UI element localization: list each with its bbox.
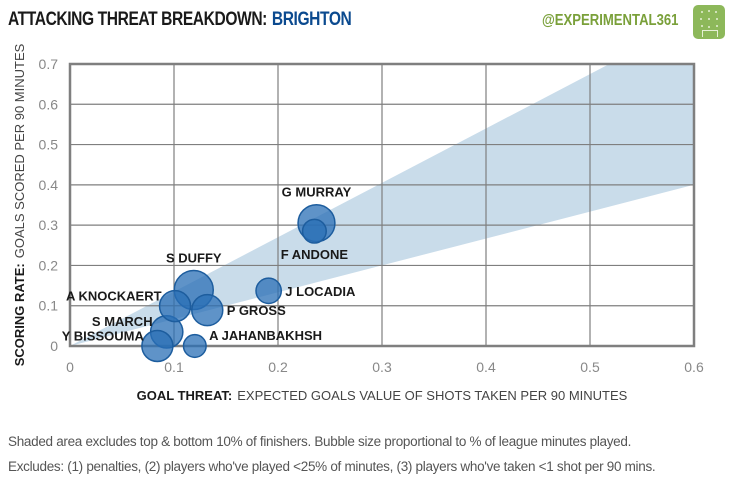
x-axis-label-bold: GOAL THREAT: — [137, 388, 233, 403]
y-tick-label: 0 — [50, 338, 58, 354]
x-tick-label: 0.5 — [580, 359, 600, 375]
point-label: S MARCH — [92, 314, 153, 329]
x-tick-label: 0.3 — [372, 359, 392, 375]
x-axis-label: GOAL THREAT: EXPECTED GOALS VALUE OF SHOT… — [137, 388, 628, 403]
plot-frame — [68, 62, 696, 348]
point-label: Y BISSOUMA — [62, 329, 145, 344]
twitter-handle: @EXPERIMENTAL361 — [541, 12, 678, 29]
bubble-a-jahanbakhsh — [182, 333, 207, 359]
point-label: P GROSS — [227, 303, 286, 318]
football-pitch-icon — [693, 5, 725, 39]
point-label: A KNOCKAERT — [66, 289, 162, 304]
x-tick-label: 0.1 — [164, 359, 184, 375]
chart-title: ATTACKING THREAT BREAKDOWN: BRIGHTON — [8, 9, 352, 31]
y-tick-label: 0.1 — [39, 298, 59, 314]
title-text: ATTACKING THREAT BREAKDOWN: — [8, 9, 267, 30]
footer-note-2: Excludes: (1) penalties, (2) players who… — [8, 459, 656, 474]
y-axis-label-bold: SCORING RATE: — [12, 263, 27, 366]
point-label: J LOCADIA — [285, 284, 356, 299]
bubble-f-andone — [301, 218, 327, 244]
y-tick-label: 0.5 — [39, 137, 59, 153]
y-axis-label-text: GOALS SCORED PER 90 MINUTES — [12, 43, 27, 258]
x-tick-label: 0 — [66, 359, 74, 375]
y-tick-label: 0.4 — [39, 177, 59, 193]
x-axis-label-text: EXPECTED GOALS VALUE OF SHOTS TAKEN PER … — [237, 388, 627, 403]
y-tick-label: 0.3 — [39, 217, 59, 233]
point-label: G MURRAY — [282, 185, 352, 200]
footer-note-1: Shaded area excludes top & bottom 10% of… — [8, 434, 632, 449]
y-tick-label: 0.2 — [39, 257, 59, 273]
bubble-a-knockaert — [158, 289, 192, 323]
point-label: S DUFFY — [166, 251, 222, 266]
point-label: F ANDONE — [281, 247, 349, 262]
bubble-y-bissouma — [141, 329, 174, 363]
bubble-p-gross — [191, 293, 224, 327]
point-label: A JAHANBAKHSH — [209, 328, 322, 343]
x-tick-label: 0.6 — [684, 359, 704, 375]
x-tick-label: 0.4 — [476, 359, 496, 375]
y-axis-label: SCORING RATE: GOALS SCORED PER 90 MINUTES — [12, 43, 27, 366]
y-tick-label: 0.7 — [39, 56, 59, 72]
bubble-j-locadia — [255, 277, 283, 305]
team-name: BRIGHTON — [271, 9, 352, 30]
x-tick-label: 0.2 — [268, 359, 288, 375]
y-tick-label: 0.6 — [39, 96, 59, 112]
